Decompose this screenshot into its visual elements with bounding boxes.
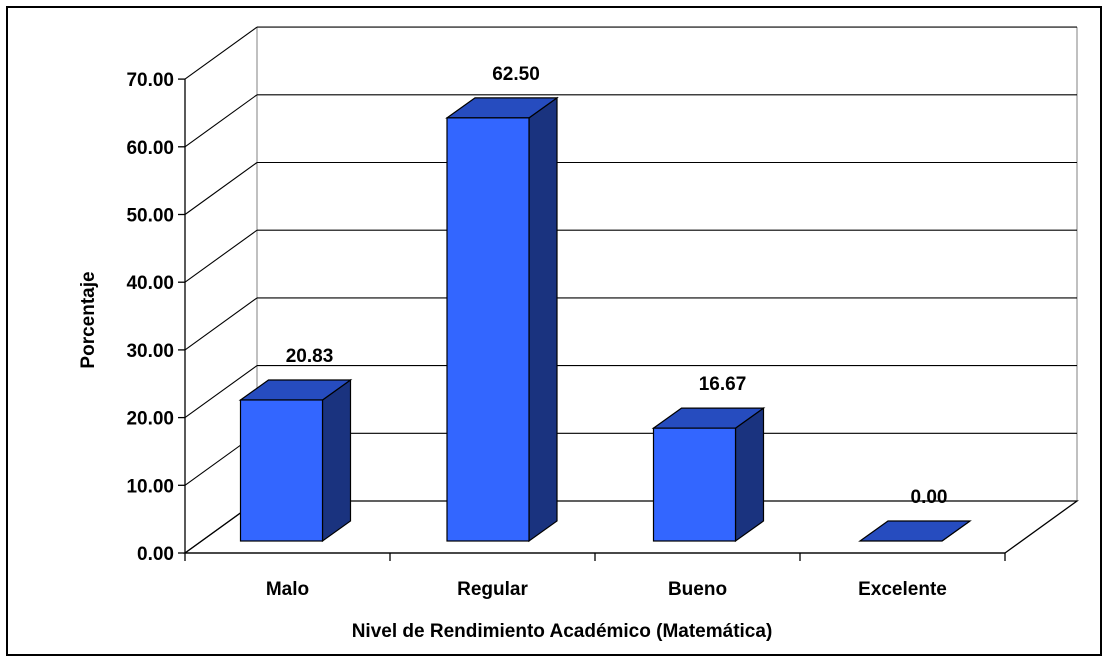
y-tick-label: 60.00 [126, 138, 174, 159]
x-tick-label: Malo [266, 579, 309, 600]
bar [238, 378, 353, 543]
chart-axes [178, 78, 1006, 561]
y-tick-label: 70.00 [126, 70, 174, 91]
bar-side [321, 378, 352, 543]
y-tick-label: 50.00 [126, 206, 174, 227]
bar-top [858, 520, 972, 542]
gridline-side [184, 162, 258, 215]
gridline-side [184, 229, 258, 283]
bar-front [239, 399, 324, 542]
chart-gridlines [184, 26, 1077, 554]
x-axis-title: Nivel de Rendimiento Académico (Matemáti… [352, 621, 773, 642]
bar [651, 406, 766, 543]
x-tick-label: Bueno [668, 579, 727, 600]
bar-front [446, 117, 530, 542]
data-label: 62.50 [492, 64, 540, 85]
data-label: 16.67 [699, 374, 747, 395]
y-axis-title: Porcentaje [78, 271, 99, 368]
data-label: 0.00 [911, 487, 948, 508]
y-tick-label: 40.00 [126, 273, 174, 294]
bar-side [734, 406, 765, 543]
bar-front [652, 427, 737, 542]
x-tick-label: Regular [457, 579, 528, 600]
bar [858, 520, 972, 542]
y-tick-label: 20.00 [126, 409, 174, 430]
gridline-side [184, 365, 258, 419]
chart-bars [238, 96, 972, 543]
data-label: 20.83 [286, 346, 334, 367]
gridline-side [184, 94, 258, 148]
chart-labels: 0.00 10.00 20.00 30.00 40.00 50.00 60.00 70.00 2… [126, 64, 947, 600]
y-tick-label: 10.00 [126, 476, 174, 497]
x-tick-label: Excelente [858, 579, 947, 600]
gridline-side [184, 26, 258, 80]
bar [445, 96, 559, 543]
gridline-side [184, 297, 258, 351]
bar-side [528, 96, 558, 543]
y-tick-label: 30.00 [126, 341, 174, 362]
y-tick-label: 0.00 [137, 544, 174, 565]
